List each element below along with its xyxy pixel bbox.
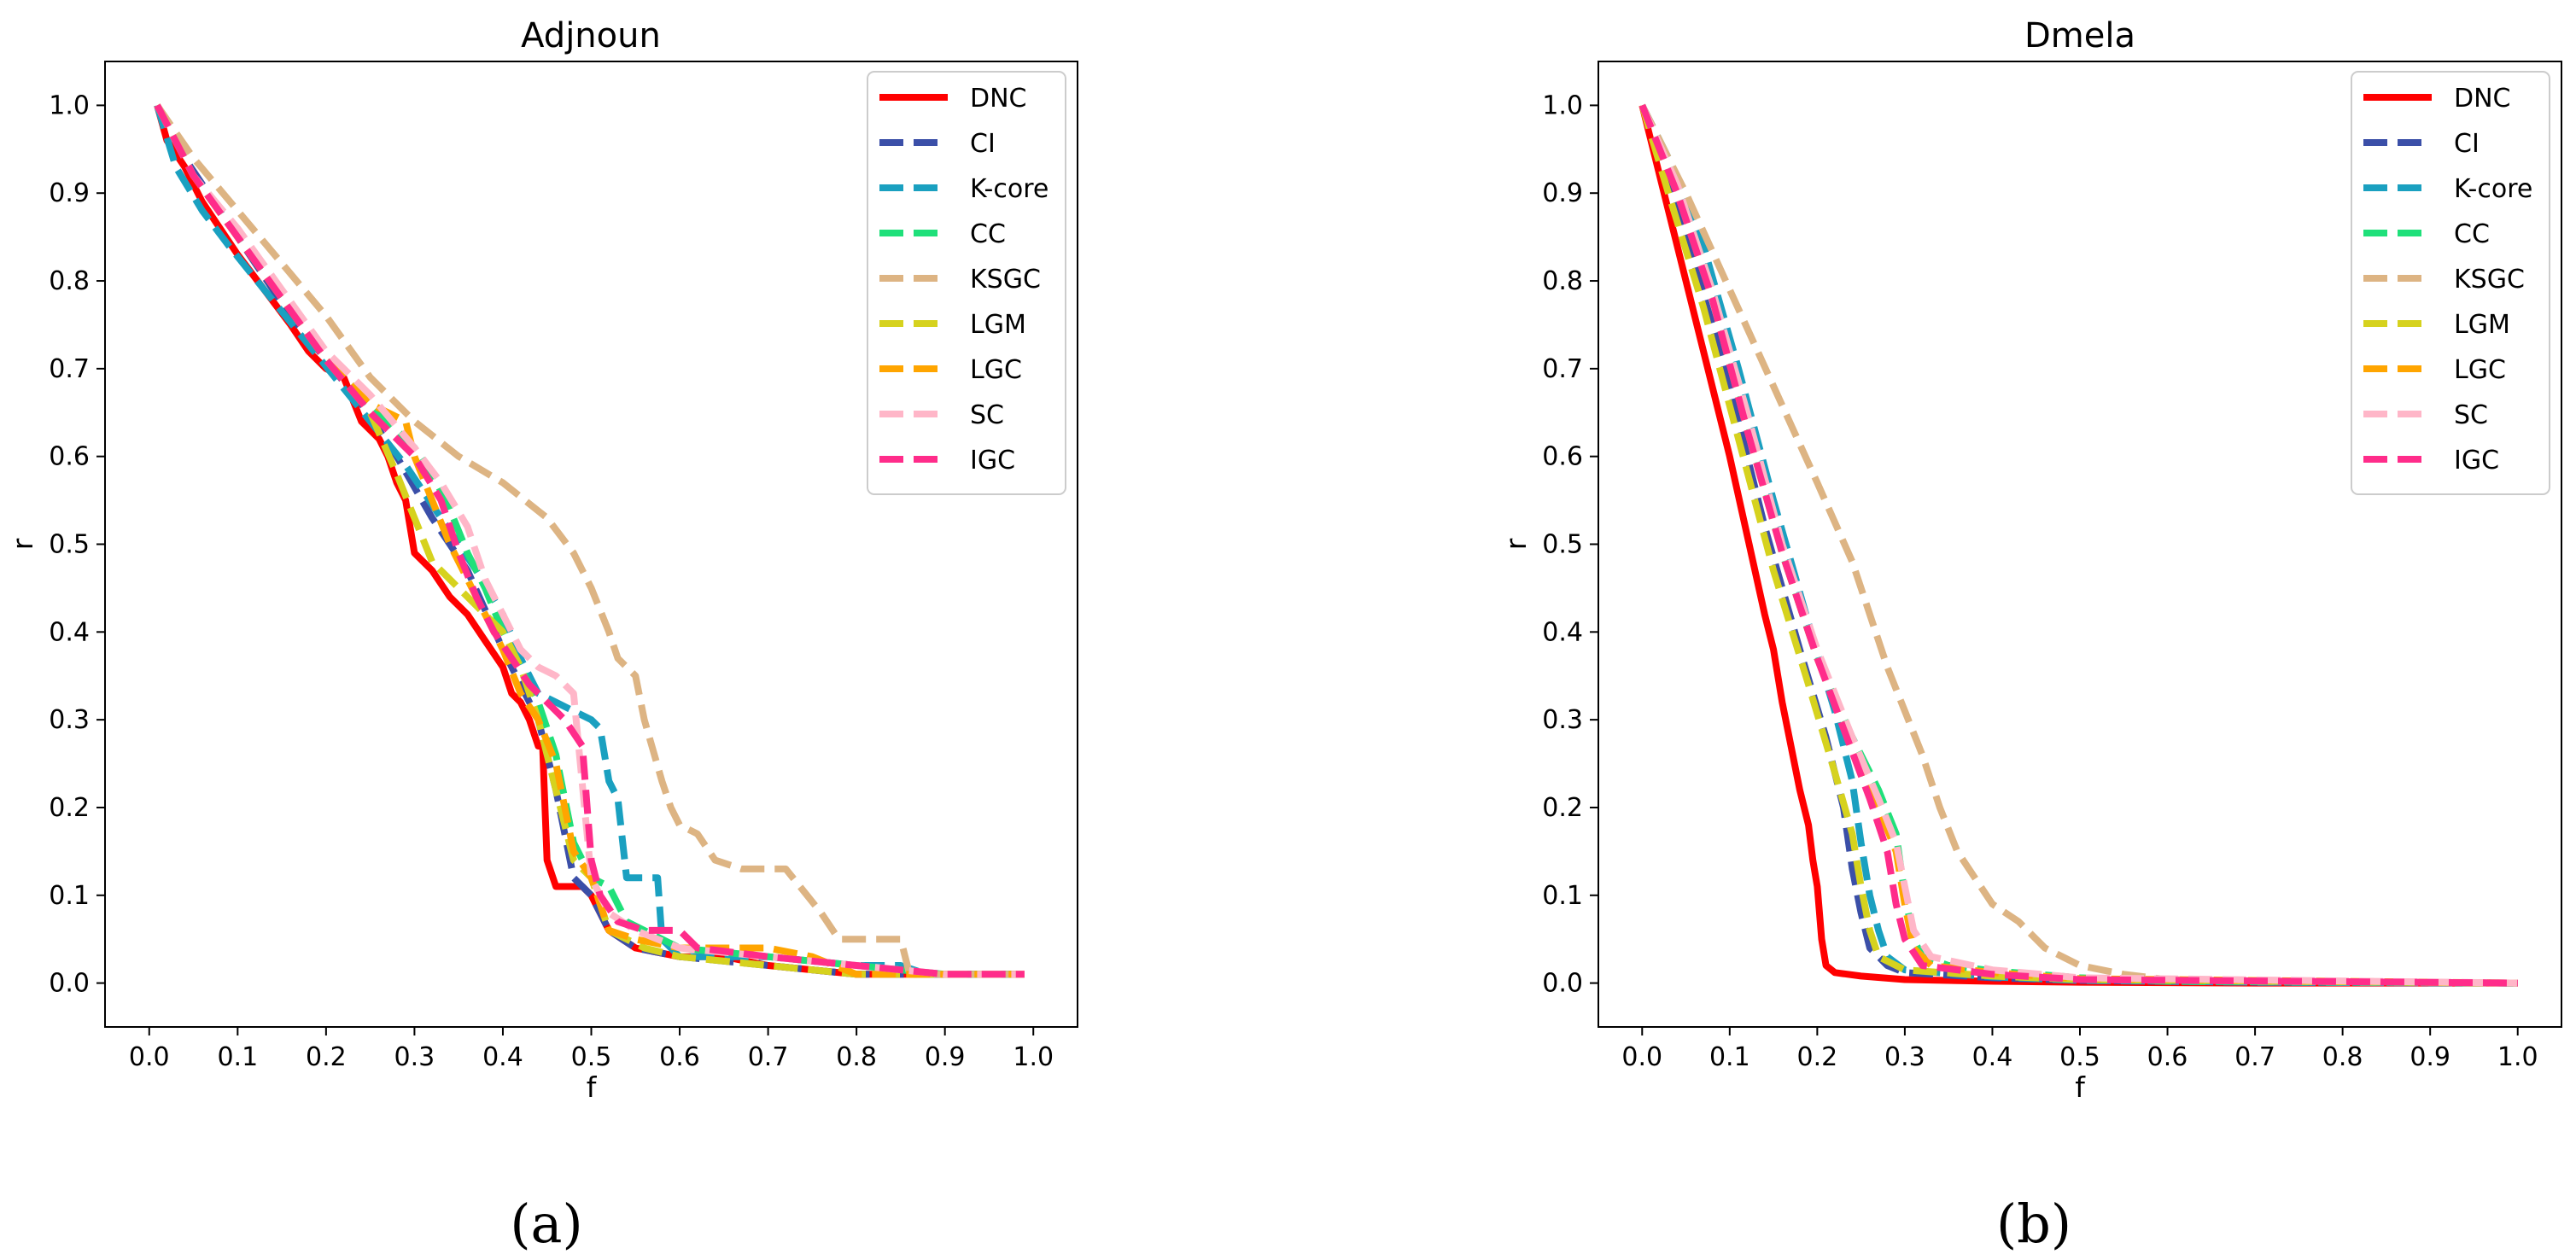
y-tick-label: 0.3 [1542,705,1583,735]
x-tick-label: 0.7 [2234,1042,2275,1072]
x-tick-label: 0.4 [482,1042,523,1072]
legend-label: SC [970,400,1004,430]
y-tick-label: 1.0 [1542,90,1583,120]
legend-box [867,71,1066,495]
legend-label: CC [2454,219,2490,249]
y-tick-label: 0.0 [1542,969,1583,999]
y-tick-label: 0.1 [1542,881,1583,911]
x-tick-label: 0.0 [129,1042,170,1072]
panel-caption: (a) [510,1193,582,1255]
x-tick-label: 0.5 [2059,1042,2100,1072]
legend-label: K-core [2454,174,2532,204]
y-tick-label: 0.0 [49,969,90,999]
legend-label: LGM [970,310,1026,340]
y-tick-label: 0.5 [1542,530,1583,560]
panel-dmela: Dmela 0.0 0.1 0.2 0.3 0.4 0.5 0.6 0.7 0.8 0.9 1.0 0.… [1499,16,2562,1255]
legend-label: KSGC [2454,265,2525,295]
y-tick-label: 0.6 [1542,442,1583,472]
series-line-ksgc [1638,103,2518,987]
legend-label: DNC [970,84,1027,114]
legend-box [2351,71,2550,495]
x-tick-label: 0.9 [2410,1042,2450,1072]
y-tick-label: 0.9 [49,178,90,208]
x-tick-label: 0.1 [1709,1042,1750,1072]
legend-label: KSGC [970,265,1041,295]
x-tick-label: 0.1 [217,1042,258,1072]
y-tick-label: 0.2 [49,793,90,823]
y-tick-label: 0.1 [49,881,90,911]
chart-title: Dmela [2024,16,2135,55]
y-tick-label: 0.8 [1542,266,1583,296]
legend-label: CC [970,219,1006,249]
x-tick-label: 0.2 [306,1042,347,1072]
x-tick-label: 0.6 [2147,1042,2188,1072]
x-tick-label: 0.8 [2322,1042,2363,1072]
series-line-lgm [1638,104,2518,987]
y-tick-label: 0.9 [1542,178,1583,208]
x-tick-label: 0.2 [1797,1042,1838,1072]
series-line-sc [154,103,1025,978]
x-tick-label: 0.3 [394,1042,435,1072]
legend-label: CI [970,129,996,159]
x-tick-label: 0.9 [925,1042,966,1072]
y-axis-label: r [6,538,39,550]
y-tick-label: 0.4 [1542,617,1583,647]
series-line-dnc [1638,104,2518,987]
y-tick-label: 0.4 [49,617,90,647]
x-tick-label: 1.0 [1013,1042,1054,1072]
x-tick-label: 0.4 [1972,1042,2013,1072]
y-tick-label: 1.0 [49,90,90,120]
x-axis-label: f [587,1070,598,1104]
x-tick-label: 0.5 [571,1042,612,1072]
y-tick-label: 0.5 [49,530,90,560]
y-tick-label: 0.7 [49,354,90,384]
x-tick-label: 0.6 [659,1042,700,1072]
legend-label: DNC [2454,84,2511,114]
legend-label: K-core [970,174,1049,204]
legend-label: IGC [970,446,1015,475]
x-tick-label: 1.0 [2497,1042,2538,1072]
series-line-igc [1638,103,2518,987]
x-axis-label: f [2075,1070,2086,1104]
y-tick-label: 0.8 [49,266,90,296]
y-axis-label: r [1499,538,1533,550]
y-tick-label: 0.7 [1542,354,1583,384]
series-line-igc [154,103,1025,978]
y-tick-label: 0.6 [49,442,90,472]
panel-adjnoun: Adjnoun 0.0 0.1 0.2 0.3 0.4 0.5 0.6 0.7 0.8 0.9 1.0… [6,16,1078,1255]
x-tick-label: 0.8 [836,1042,877,1072]
x-tick-label: 0.7 [748,1042,789,1072]
chart-title: Adjnoun [521,16,661,55]
series-line-ksgc [154,103,1025,978]
x-tick-label: 0.3 [1884,1042,1925,1072]
legend-label: LGC [970,355,1022,385]
x-tick-label: 0.0 [1621,1042,1662,1072]
legend-label: IGC [2454,446,2499,475]
panel-caption: (b) [1996,1193,2071,1255]
legend-label: SC [2454,400,2488,430]
y-tick-label: 0.2 [1542,793,1583,823]
legend-label: LGM [2454,310,2510,340]
legend-label: LGC [2454,355,2506,385]
legend-label: CI [2454,129,2480,159]
y-tick-label: 0.3 [49,705,90,735]
